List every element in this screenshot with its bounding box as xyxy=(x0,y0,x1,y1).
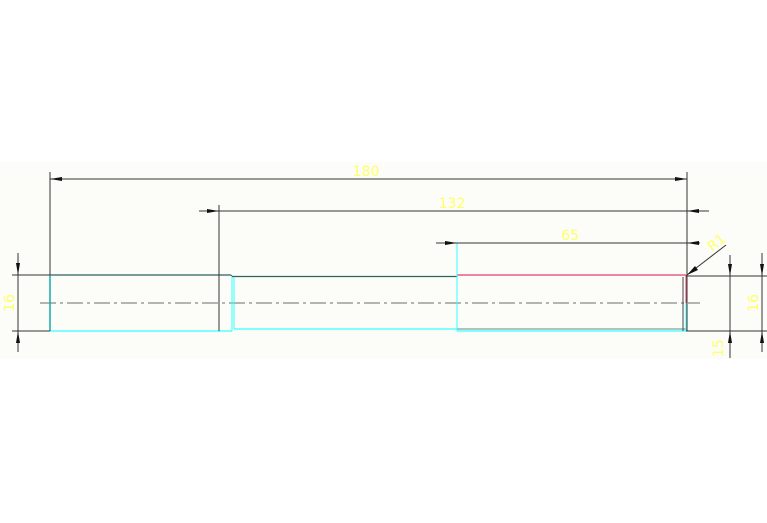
drawing-area xyxy=(0,162,767,359)
shaft-section-2[interactable] xyxy=(233,275,457,330)
dimension-right-diameter[interactable]: 16 xyxy=(746,253,764,352)
left-diameter-label: 16 xyxy=(2,294,18,312)
dimension-132-label: 132 xyxy=(439,196,466,212)
dimension-15-label: 15 xyxy=(711,339,727,357)
dimension-65-label: 65 xyxy=(561,228,579,244)
dimension-180[interactable]: 180 xyxy=(50,164,687,181)
dimension-180-label: 180 xyxy=(353,164,380,180)
shaft-section-3[interactable] xyxy=(456,243,687,332)
shaft-section-1[interactable] xyxy=(49,274,234,332)
dimension-65[interactable]: 65 xyxy=(436,228,700,245)
dimension-15[interactable]: 15 xyxy=(711,255,732,358)
dimension-132[interactable]: 132 xyxy=(199,196,709,213)
dimension-left-diameter[interactable]: 16 xyxy=(2,253,20,352)
right-diameter-label: 16 xyxy=(746,294,762,312)
